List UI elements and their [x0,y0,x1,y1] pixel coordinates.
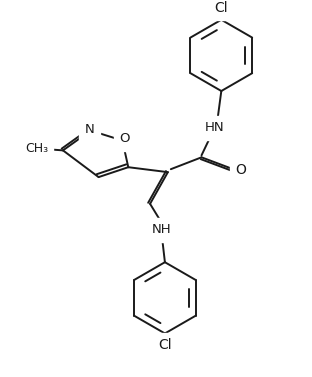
Text: Cl: Cl [215,1,228,15]
Text: NH: NH [152,223,172,236]
Text: HN: HN [205,121,224,134]
Text: Cl: Cl [158,338,172,352]
Text: O: O [236,163,246,177]
Text: O: O [119,132,129,145]
Text: CH₃: CH₃ [25,142,48,155]
Text: N: N [85,123,95,136]
